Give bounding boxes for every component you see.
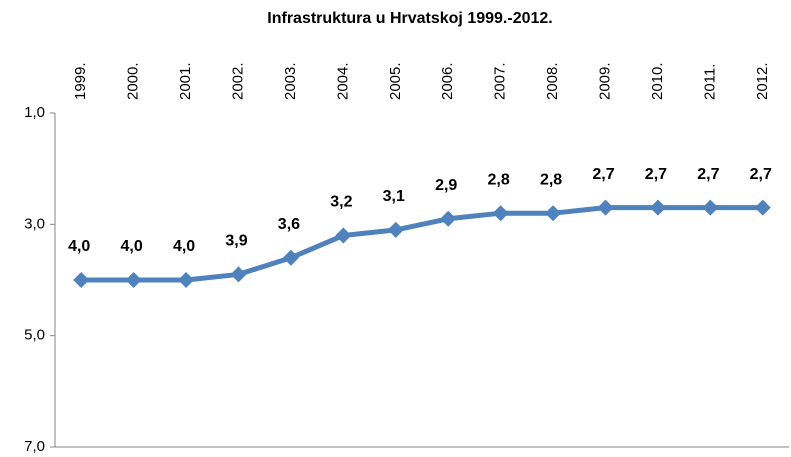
x-tick-label: 2009. xyxy=(596,62,613,100)
x-tick-label: 2011. xyxy=(701,64,718,100)
data-label: 2,7 xyxy=(750,166,772,183)
x-tick-label: 2004. xyxy=(334,62,351,100)
marker xyxy=(649,199,666,216)
data-label: 3,2 xyxy=(330,194,352,211)
x-tick-label: 2002. xyxy=(229,62,246,100)
series-line xyxy=(81,205,763,283)
marker xyxy=(597,199,614,216)
x-tick-label: 2003. xyxy=(282,62,299,100)
data-label: 2,7 xyxy=(645,166,667,183)
marker xyxy=(754,199,771,216)
y-tick-label: 1,0 xyxy=(24,104,45,121)
data-label: 4,0 xyxy=(173,238,195,255)
marker xyxy=(440,210,457,227)
x-tick-label: 2000. xyxy=(125,62,142,100)
marker xyxy=(335,227,352,244)
chart-title: Infrastruktura u Hrvatskoj 1999.-2012. xyxy=(267,10,552,27)
y-tick-label: 7,0 xyxy=(24,438,45,455)
y-tick-label: 5,0 xyxy=(24,327,45,344)
marker xyxy=(545,205,562,222)
data-label: 2,8 xyxy=(488,171,510,188)
x-tick-label: 2005. xyxy=(387,62,404,100)
marker xyxy=(73,272,90,288)
x-tick-label: 2012. xyxy=(754,62,771,100)
marker xyxy=(387,221,404,238)
x-tick-label: 1999. xyxy=(72,62,89,100)
marker xyxy=(702,199,719,216)
marker xyxy=(282,249,299,266)
x-tick-label: 2007. xyxy=(492,62,509,100)
data-label: 4,0 xyxy=(68,238,90,255)
marker xyxy=(125,272,142,288)
data-label: 3,9 xyxy=(225,233,247,250)
x-tick-label: 2010. xyxy=(649,62,666,100)
marker xyxy=(230,266,247,283)
x-tick-label: 2008. xyxy=(544,62,561,100)
x-tick-label: 2006. xyxy=(439,62,456,100)
data-label: 4,0 xyxy=(121,238,143,255)
x-tick-label: 2001. xyxy=(177,62,194,100)
data-label: 3,1 xyxy=(383,188,405,205)
data-label: 3,6 xyxy=(278,216,300,233)
data-label: 2,7 xyxy=(592,166,614,183)
marker xyxy=(178,272,195,288)
data-label: 2,8 xyxy=(540,171,562,188)
marker xyxy=(492,205,509,222)
data-label: 2,9 xyxy=(435,177,457,194)
data-label: 2,7 xyxy=(697,166,719,183)
y-tick-label: 3,0 xyxy=(24,215,45,232)
